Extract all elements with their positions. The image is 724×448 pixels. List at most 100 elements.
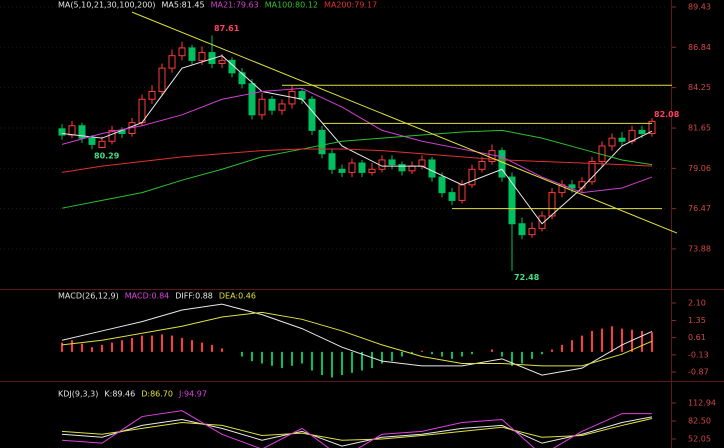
- macd-bar: [321, 351, 323, 376]
- macd-bar: [191, 340, 193, 352]
- macd-bar: [281, 351, 283, 369]
- macd-bar: [391, 351, 393, 362]
- macd-bar: [361, 351, 363, 371]
- legend-entry: MA21:79.63: [211, 1, 259, 10]
- macd-bar: [121, 340, 123, 352]
- macd-bar: [411, 351, 413, 355]
- panel-title: MACD(26,12,9): [58, 292, 119, 301]
- macd-bar: [61, 342, 63, 352]
- candle-body: [588, 161, 596, 183]
- candle-body: [298, 90, 306, 100]
- candle-body: [578, 181, 586, 189]
- candle-body: [158, 67, 166, 92]
- candle-body: [438, 176, 446, 194]
- series-line: [61, 129, 653, 209]
- series-line: [61, 55, 653, 225]
- macd-bar: [451, 351, 453, 359]
- candle-body: [398, 164, 406, 172]
- legend-entry: MA100:80.12: [265, 1, 318, 10]
- candle-body: [648, 120, 656, 134]
- macd-bar: [351, 351, 353, 373]
- candle-body: [448, 192, 456, 201]
- candle-body: [608, 137, 616, 147]
- y-tick-label: 79.06: [688, 164, 711, 173]
- macd-bar: [131, 337, 133, 352]
- macd-bar: [561, 344, 563, 352]
- macd-bar: [81, 343, 83, 352]
- y-tick-label: 76.47: [688, 204, 711, 213]
- macd-bar: [371, 351, 373, 369]
- price-annotation: 82.08: [654, 110, 680, 119]
- y-tick-label: 52.05: [688, 434, 711, 443]
- macd-bar: [301, 351, 303, 364]
- candle-body: [618, 137, 626, 142]
- macd-bar: [431, 351, 433, 355]
- y-tick-label: 81.65: [688, 124, 711, 133]
- candle-body: [218, 59, 226, 64]
- y-tick-label: 84.25: [688, 83, 711, 92]
- panel-title: MA(5,10,21,30,100,200): [58, 1, 156, 10]
- macd-bar: [461, 351, 463, 357]
- legend-entry: DEA:0.46: [219, 292, 256, 301]
- macd-bar: [421, 350, 423, 352]
- candle-body: [458, 184, 466, 201]
- candle-body: [638, 129, 646, 134]
- legend-entry: MA5:81.45: [162, 1, 205, 10]
- panel-title: KDJ(9,3,3): [58, 390, 98, 399]
- macd-bar: [571, 340, 573, 352]
- candle-body: [188, 47, 196, 61]
- candle-body: [528, 227, 536, 236]
- macd-bar: [581, 335, 583, 352]
- candle-body: [168, 55, 176, 69]
- macd-bar: [611, 326, 613, 352]
- candle-body: [318, 129, 326, 155]
- legend-entry: K:89.46: [104, 390, 135, 399]
- macd-bar: [501, 351, 503, 357]
- candle-body: [278, 103, 286, 111]
- candle-body: [58, 128, 66, 136]
- macd-bar: [201, 342, 203, 352]
- candle-body: [308, 98, 316, 131]
- legend-entry: D:86.70: [141, 390, 173, 399]
- candle-body: [538, 215, 546, 229]
- candle-body: [178, 47, 186, 57]
- macd-bar: [401, 351, 403, 357]
- y-tick-label: 73.88: [688, 244, 711, 253]
- y-tick-label: 86.84: [688, 43, 711, 52]
- candle-body: [418, 159, 426, 167]
- macd-bar: [621, 328, 623, 352]
- series-line: [61, 311, 653, 367]
- macd-bar: [221, 348, 223, 352]
- candle-body: [358, 162, 366, 173]
- candle-body: [268, 98, 276, 111]
- series-line: [61, 87, 653, 194]
- macd-bar: [551, 349, 553, 352]
- y-tick-label: 89.43: [688, 3, 711, 12]
- macd-bar: [521, 351, 523, 364]
- candle-body: [148, 90, 156, 100]
- series-line: [61, 416, 653, 447]
- candle-body: [408, 165, 416, 172]
- legend-entry: DIFF:0.88: [175, 292, 213, 301]
- legend-entry: MA200:79.17: [324, 1, 377, 10]
- series-line: [61, 303, 653, 376]
- macd-bar: [181, 337, 183, 352]
- macd-bar: [261, 351, 263, 364]
- macd-bar: [341, 351, 343, 376]
- candle-body: [238, 72, 246, 85]
- legend-entry: MACD:0.84: [125, 292, 170, 301]
- candle-body: [368, 168, 376, 173]
- candle-body: [88, 137, 96, 145]
- macd-bar: [331, 351, 333, 378]
- candle-body: [328, 153, 336, 170]
- candle-body: [198, 52, 206, 61]
- macd-bar: [271, 351, 273, 366]
- candle-body: [78, 125, 86, 139]
- candle-body: [228, 59, 236, 74]
- macd-bar: [471, 351, 473, 355]
- macd-bar: [651, 332, 653, 352]
- macd-bar: [161, 334, 163, 352]
- y-tick-label: 0.61: [688, 333, 706, 342]
- y-tick-label: 2.10: [688, 299, 706, 308]
